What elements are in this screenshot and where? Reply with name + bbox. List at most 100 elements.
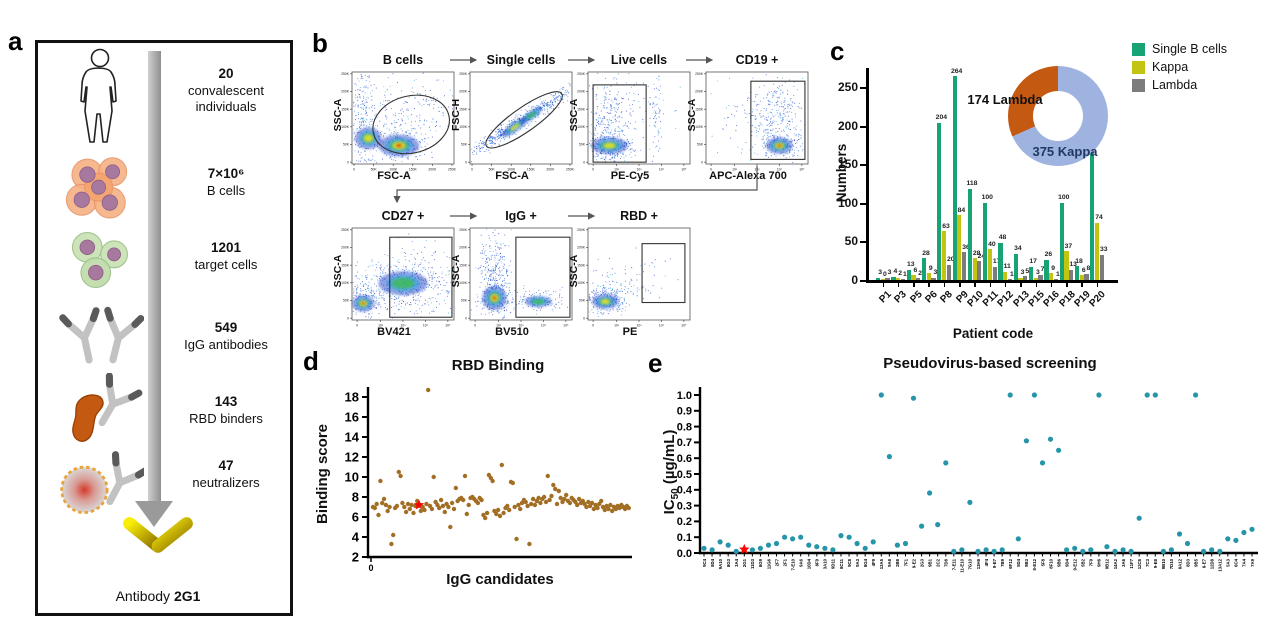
svg-text:9-E12: 9-E12 <box>1073 558 1078 570</box>
svg-text:150K: 150K <box>527 168 536 172</box>
svg-text:9B10: 9B10 <box>1161 558 1166 569</box>
bar-P1-kappa <box>880 279 885 280</box>
svg-text:50K: 50K <box>579 299 586 303</box>
bar-value-label: 11 <box>1003 263 1011 270</box>
svg-text:9C8: 9C8 <box>847 558 852 566</box>
bar-P18-lambda <box>1069 269 1074 280</box>
bar-P6-lambda <box>931 277 936 280</box>
svg-text:250K: 250K <box>341 72 350 76</box>
ylabel-suffix: (µg/mL) <box>661 429 678 489</box>
panel-e-pseudovirus-scatter: Pseudovirus-based screening IC50 (µg/mL)… <box>640 345 1270 635</box>
svg-text:5F8: 5F8 <box>1040 558 1045 566</box>
svg-text:10⁴: 10⁴ <box>541 324 547 328</box>
svg-text:0.1: 0.1 <box>677 532 692 544</box>
svg-text:0.9: 0.9 <box>677 406 692 418</box>
svg-text:8F9: 8F9 <box>815 558 820 566</box>
svg-text:50K: 50K <box>343 143 350 147</box>
svg-text:10³: 10³ <box>755 168 761 172</box>
bar-P12-lambda <box>1007 279 1013 280</box>
svg-text:0: 0 <box>583 160 585 164</box>
svg-text:250K: 250K <box>577 72 586 76</box>
svg-text:11G6: 11G6 <box>766 558 771 569</box>
svg-text:10⁵: 10⁵ <box>799 168 805 172</box>
svg-text:200K: 200K <box>577 246 586 250</box>
svg-text:9B5: 9B5 <box>1193 558 1198 566</box>
flow-plot-b-cells: B cells SSC-A FSC-A 0 50K 100K 150K 200K 250K 0 50… <box>318 53 468 203</box>
svg-text:6: 6 <box>352 510 359 525</box>
svg-text:0: 0 <box>347 316 349 320</box>
svg-text:10²: 10² <box>732 168 738 172</box>
bar-P5-lambda <box>916 278 921 280</box>
workflow-step-5: 143 RBD binders <box>170 393 282 427</box>
svg-text:11-E10: 11-E10 <box>960 558 965 572</box>
bar-value-label: 13 <box>1069 261 1077 269</box>
svg-text:100K: 100K <box>389 168 398 172</box>
svg-text:14A2: 14A2 <box>1113 558 1118 569</box>
svg-text:100K: 100K <box>577 281 586 285</box>
bar-value-label: 204 <box>935 114 948 121</box>
svg-text:50K: 50K <box>343 299 350 303</box>
svg-text:4F4: 4F4 <box>984 558 989 566</box>
svg-text:9B1: 9B1 <box>927 558 932 566</box>
svg-text:7A4: 7A4 <box>1242 558 1247 566</box>
scatter-plot-area: 2 4 6 8 10 12 14 16 18 0 <box>345 387 632 573</box>
svg-text:4F9: 4F9 <box>871 558 876 566</box>
svg-text:9B12: 9B12 <box>1105 558 1110 569</box>
bar-P3-kappa <box>896 278 901 280</box>
svg-text:50K: 50K <box>461 143 468 147</box>
bar-value-label: 84 <box>957 206 966 214</box>
svg-text:0: 0 <box>353 168 355 172</box>
svg-text:150K: 150K <box>695 107 704 111</box>
bar-P11-kappa <box>987 249 993 280</box>
bar-P12-single-b-cells <box>998 242 1003 280</box>
legend-label: Kappa <box>1152 60 1189 74</box>
svg-text:14: 14 <box>345 430 360 445</box>
svg-text:0.3: 0.3 <box>677 500 692 512</box>
bar-P9-kappa <box>957 215 962 280</box>
workflow-arrow <box>148 51 161 503</box>
svg-text:200K: 200K <box>459 90 468 94</box>
panel-letter-b: b <box>312 28 328 58</box>
svg-text:7G10: 7G10 <box>968 558 973 569</box>
bar-value-label: 34 <box>1014 245 1022 253</box>
workflow-step-6: 47 neutralizers <box>170 457 282 491</box>
svg-text:2F1: 2F1 <box>782 558 787 566</box>
bar-value-label: 36 <box>962 243 970 251</box>
svg-text:8F10: 8F10 <box>1048 558 1053 568</box>
y-axis-title: Numbers <box>834 143 849 203</box>
svg-text:3A4: 3A4 <box>734 558 739 566</box>
bar-value-label: 9 <box>1051 264 1056 272</box>
y-axis-title: Binding score <box>314 424 331 525</box>
flow-density-plot: 0 10² 10³ 10⁴ 10⁵ 0 50K 100K 150K 200K 250K <box>341 227 455 328</box>
bar-P15-single-b-cells <box>1029 266 1034 280</box>
flow-x-axis-label: BV510 <box>495 326 529 338</box>
y-tick-label: 150 <box>837 157 858 172</box>
svg-text:18: 18 <box>345 390 359 405</box>
svg-text:2G1: 2G1 <box>742 558 747 567</box>
bar-P20-single-b-cells <box>1090 107 1095 280</box>
svg-text:150K: 150K <box>459 263 468 267</box>
bar-value-label: 3 <box>887 269 892 277</box>
bar-value-label: 37 <box>1064 242 1073 250</box>
kappa-lambda-donut-chart <box>1008 66 1108 166</box>
svg-text:10²: 10² <box>496 324 502 328</box>
flow-plot-title: RBD + <box>620 209 658 223</box>
flow-plot-rbd: RBD + SSC-A PE 0 10² 10³ 10⁴ 10⁵ 0 50K 100K 150K 200… <box>554 209 704 359</box>
svg-text:9-E8: 9-E8 <box>1153 558 1158 568</box>
bar-P15-kappa <box>1033 277 1038 280</box>
bar-value-label: 17 <box>1029 258 1037 266</box>
bar-P16-kappa <box>1049 273 1054 280</box>
x-axis-title: IgG candidates <box>446 571 554 588</box>
step-label: IgG antibodies <box>184 336 268 352</box>
svg-text:0: 0 <box>471 168 473 172</box>
bar-P19-lambda <box>1084 273 1089 280</box>
bar-P12-kappa <box>1003 271 1008 280</box>
svg-text:0.5: 0.5 <box>677 469 692 481</box>
legend-item-lambda: Lambda <box>1132 78 1227 92</box>
svg-text:4: 4 <box>352 530 360 545</box>
ylabel-sub: 50 <box>670 488 681 500</box>
bar-P10-single-b-cells <box>967 188 973 280</box>
flow-x-axis-label: PE <box>622 326 638 338</box>
svg-text:200K: 200K <box>459 246 468 250</box>
